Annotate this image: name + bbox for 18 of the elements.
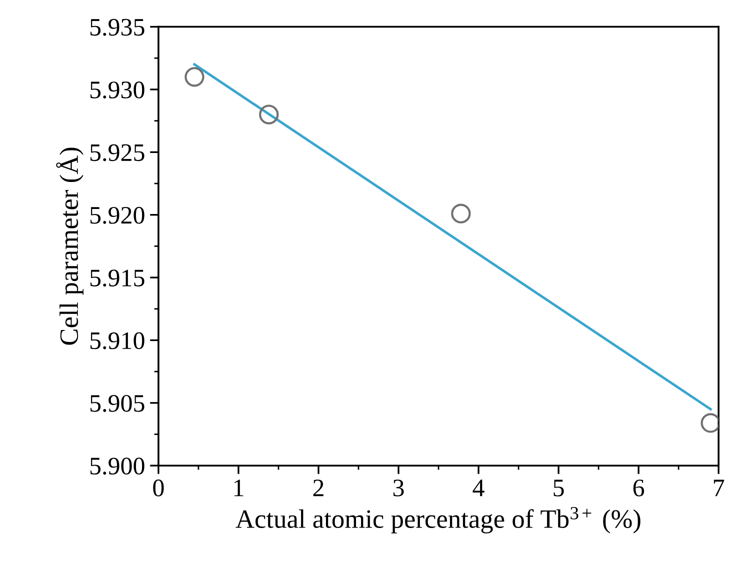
y-tick-label: 5.930: [90, 82, 144, 98]
y-tick-label: 5.920: [90, 206, 144, 224]
y-tick-label: 5.910: [90, 332, 144, 350]
x-tick-label: 2: [313, 480, 324, 496]
y-tick-label: 5.925: [90, 144, 144, 162]
x-tick-label: 5: [554, 480, 564, 496]
x-tick-label: 4: [472, 480, 484, 496]
x-tick-label: 3: [393, 480, 404, 496]
x-tick-label: 6: [633, 480, 644, 496]
x-tick-label: 1: [234, 480, 244, 496]
y-tick-label: 5.935: [90, 18, 144, 36]
y-tick-label: 5.915: [90, 270, 144, 287]
y-tick-label: 5.900: [90, 458, 144, 475]
x-axis-title: Actual atomic percentage of Tb$^{3+}$ (%): [236, 507, 640, 534]
y-axis-title: Cell parameter (Å): [56, 148, 84, 345]
y-tick-label: 5.905: [90, 394, 144, 412]
x-tick-label: 7: [714, 480, 724, 496]
x-tick-label: 0: [153, 480, 164, 496]
